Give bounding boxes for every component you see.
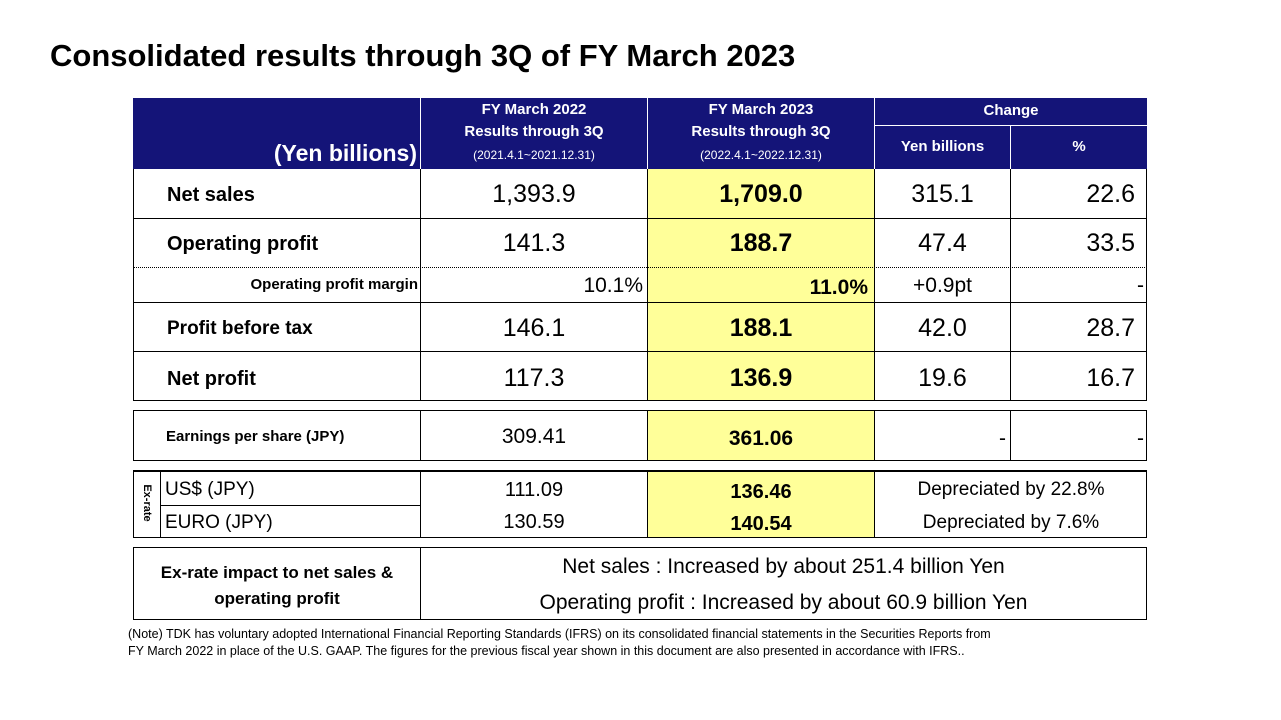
table-border [647,411,648,460]
eps-label: Earnings per share (JPY) [166,428,345,445]
impact-net-sales: Net sales : Increased by about 251.4 bil… [562,555,1005,578]
net-sales-fy2023: 1,709.0 [719,180,803,208]
fy2022-header-line2: Results through 3Q [464,123,604,140]
fy2023-header-line2: Results through 3Q [691,123,831,140]
table-border [160,472,161,537]
page-title: Consolidated results through 3Q of FY Ma… [50,38,796,73]
row-divider [133,351,1147,352]
table-border [420,548,421,619]
row-divider [133,218,1147,219]
eps-change-pct: - [1137,427,1144,450]
change-pct-header: % [1072,138,1086,155]
usd-fy2022: 111.09 [504,479,564,501]
row-divider-dotted [133,267,1147,268]
eps-highlight [648,411,874,460]
row-label-net-sales: Net sales [167,184,255,206]
header-divider [1010,126,1011,169]
table-border [420,169,421,401]
profit-before-tax-fy2022: 146.1 [502,314,566,342]
exrate-highlight [648,472,874,537]
unit-label: (Yen billions) [273,140,417,166]
table-header [133,98,1147,169]
row-divider [160,505,421,506]
operating-profit-fy2023: 188.7 [729,229,793,257]
table-border [647,472,648,537]
table-border [133,169,134,401]
footnote-line1: (Note) TDK has voluntary adopted Interna… [128,627,991,641]
euro-fy2022: 130.59 [503,511,565,533]
operating-profit-fy2022: 141.3 [502,229,566,257]
operating-margin-change-pct: - [1137,274,1144,297]
usd-fy2023: 136.46 [730,481,792,503]
operating-margin-change-yen: +0.9pt [913,274,972,297]
change-header: Change [983,102,1039,119]
operating-margin-fy2023: 11.0% [809,276,868,299]
row-label-operating-profit-margin: Operating profit margin [250,276,418,293]
row-label-net-profit: Net profit [167,368,256,390]
eps-change-yen: - [999,427,1006,450]
footnote-line2: FY March 2022 in place of the U.S. GAAP.… [128,644,965,658]
operating-profit-change-pct: 33.5 [1086,229,1135,257]
eps-fy2022: 309.41 [501,425,567,448]
euro-change: Depreciated by 7.6% [922,512,1100,533]
fy2022-header-line1: FY March 2022 [481,101,587,118]
usd-label: US$ (JPY) [165,479,255,500]
table-border [1146,169,1147,401]
euro-label: EURO (JPY) [165,512,273,533]
usd-change: Depreciated by 22.8% [917,479,1105,500]
profit-before-tax-fy2023: 188.1 [729,314,793,342]
footnote: (Note) TDK has voluntary adopted Interna… [128,626,1158,660]
row-label-operating-profit: Operating profit [167,233,319,255]
eps-fy2023: 361.06 [728,427,794,450]
table-border [420,411,421,460]
net-sales-change-yen: 315.1 [911,180,974,208]
table-border [1010,169,1011,401]
fy2023-header-period: (2022.4.1~2022.12.31) [700,148,822,162]
header-divider [874,98,875,169]
table-border [1010,411,1011,460]
exrate-table: Ex-rate US$ (JPY) 111.09 136.46 Deprecia… [133,470,1147,538]
table-border [874,472,875,537]
net-profit-fy2023: 136.9 [729,364,793,392]
net-sales-change-pct: 22.6 [1086,180,1135,208]
net-profit-change-pct: 16.7 [1086,364,1135,392]
table-bottom-border [133,400,1147,401]
exrate-side-label: Ex-rate [141,484,153,522]
impact-label-line1: Ex-rate impact to net sales & [160,563,394,582]
header-divider [874,125,1147,126]
operating-profit-change-yen: 47.4 [918,229,967,257]
fy2023-header-line1: FY March 2023 [708,101,814,118]
table-border [420,472,421,537]
impact-operating-profit: Operating profit : Increased by about 60… [539,591,1028,614]
table-border [874,169,875,401]
table-border [647,169,648,401]
impact-table: Ex-rate impact to net sales & operating … [133,547,1147,620]
row-label-profit-before-tax: Profit before tax [167,318,313,339]
euro-fy2023: 140.54 [730,513,792,535]
profit-before-tax-change-pct: 28.7 [1086,314,1135,342]
row-divider [133,302,1147,303]
impact-label-line2: operating profit [214,589,340,608]
net-profit-change-yen: 19.6 [918,364,967,392]
header-divider [647,98,648,169]
net-sales-fy2022: 1,393.9 [492,180,576,208]
fy2022-header-period: (2021.4.1~2021.12.31) [473,148,595,162]
eps-table: Earnings per share (JPY) 309.41 361.06 -… [133,410,1147,461]
operating-margin-fy2022: 10.1% [583,274,643,297]
change-yen-header: Yen billions [900,138,985,155]
table-border [874,411,875,460]
fy2023-highlight [648,169,874,401]
profit-before-tax-change-yen: 42.0 [918,314,967,342]
header-divider [420,98,421,169]
net-profit-fy2022: 117.3 [503,364,565,392]
